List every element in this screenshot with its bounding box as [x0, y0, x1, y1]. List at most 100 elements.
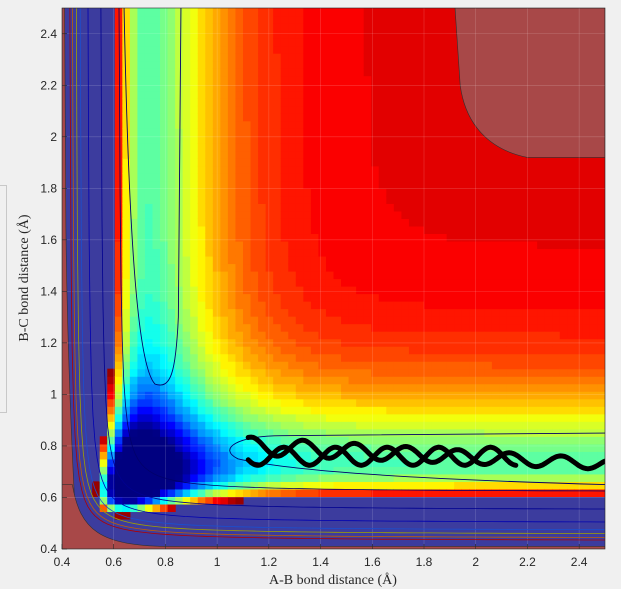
contour-cell: [129, 473, 139, 482]
contour-cell: [160, 353, 169, 362]
contour-cell: [175, 75, 184, 84]
contour-cell: [529, 398, 538, 407]
contour-cell: [574, 286, 583, 295]
contour-cell: [273, 105, 282, 114]
plateau-region: [62, 8, 605, 549]
contour-cell: [356, 361, 365, 370]
contour-cell: [212, 68, 221, 77]
contour-cell: [212, 466, 221, 475]
contour-cell: [288, 413, 297, 422]
contour-cell: [137, 316, 146, 325]
contour-cell: [303, 398, 312, 407]
contour-cell: [356, 278, 365, 287]
contour-cell: [250, 421, 259, 430]
contour-cell: [363, 353, 372, 362]
contour-cell: [182, 443, 191, 452]
contour-cell: [220, 113, 229, 122]
contour-cell: [160, 158, 169, 167]
contour-cell: [205, 331, 214, 340]
contour-cell: [310, 180, 320, 189]
contour-cell: [454, 286, 463, 295]
contour-cell: [529, 353, 538, 362]
contour-cell: [258, 210, 267, 219]
contour-cell: [273, 278, 282, 287]
contour-cell: [137, 218, 146, 227]
contour-cell: [363, 301, 372, 310]
contour-cell: [190, 105, 199, 114]
contour-cell: [454, 75, 463, 84]
contour-cell: [182, 436, 191, 445]
contour-cell: [227, 361, 237, 370]
contour-cell: [227, 210, 237, 219]
contour-cell: [393, 481, 402, 490]
contour-cell: [363, 23, 372, 32]
contour-cell: [288, 308, 297, 317]
contour-cell: [567, 218, 576, 227]
contour-cell: [205, 421, 214, 430]
contour-cell: [325, 75, 335, 84]
contour-cell: [129, 98, 139, 107]
contour-cell: [288, 383, 297, 392]
contour-cell: [582, 293, 591, 302]
contour-cell: [393, 38, 402, 47]
contour-cell: [522, 165, 531, 174]
contour-cell: [484, 473, 493, 482]
contour-cell: [424, 346, 433, 355]
contour-cell: [310, 406, 320, 415]
contour-cell: [144, 503, 154, 513]
contour-cell: [220, 316, 229, 325]
contour-cell: [167, 293, 176, 302]
contour-cell: [461, 413, 470, 422]
contour-cell: [310, 428, 320, 437]
contour-cell: [144, 218, 154, 227]
contour-cell: [506, 473, 516, 482]
contour-cell: [137, 301, 146, 310]
contour-cell: [499, 443, 508, 452]
contour-cell: [506, 173, 516, 182]
contour-cell: [273, 428, 282, 437]
contour-cell: [152, 98, 161, 107]
contour-cell: [197, 98, 206, 107]
contour-cell: [408, 406, 418, 415]
contour-cell: [175, 338, 184, 347]
contour-cell: [243, 128, 252, 137]
contour-cell: [190, 488, 199, 497]
contour-cell: [235, 135, 244, 144]
contour-cell: [393, 391, 402, 400]
contour-cell: [424, 316, 433, 325]
contour-cell: [597, 443, 605, 452]
contour-cell: [265, 105, 274, 114]
contour-cell: [318, 346, 327, 355]
contour-cell: [416, 150, 425, 159]
contour-cell: [461, 488, 470, 497]
contour-cell: [243, 38, 252, 47]
contour-cell: [416, 466, 425, 475]
contour-cell: [182, 391, 191, 400]
contour-cell: [288, 436, 297, 445]
contour-cell: [424, 60, 433, 69]
contour-cell: [310, 473, 320, 482]
contour-cell: [371, 120, 380, 129]
contour-cell: [205, 113, 214, 122]
contour-cell: [446, 428, 455, 437]
contour-cell: [325, 210, 335, 219]
contour-cell: [476, 240, 485, 250]
x-tick-label: 1.2: [261, 555, 278, 569]
contour-cell: [310, 128, 320, 137]
contour-cell: [371, 113, 380, 122]
contour-cell: [408, 240, 418, 250]
contour-cell: [476, 173, 485, 182]
contour-cell: [273, 346, 282, 355]
contour-cell: [356, 248, 365, 257]
contour-cell: [401, 15, 410, 24]
contour-cell: [522, 195, 531, 204]
contour-cell: [137, 443, 146, 452]
contour-cell: [582, 255, 591, 265]
contour-cell: [265, 263, 274, 272]
contour-cell: [597, 368, 605, 377]
contour-cell: [310, 421, 320, 430]
contour-cell: [439, 398, 448, 407]
contour-cell: [167, 443, 176, 452]
contour-cell: [386, 316, 395, 325]
contour-cell: [378, 53, 387, 62]
